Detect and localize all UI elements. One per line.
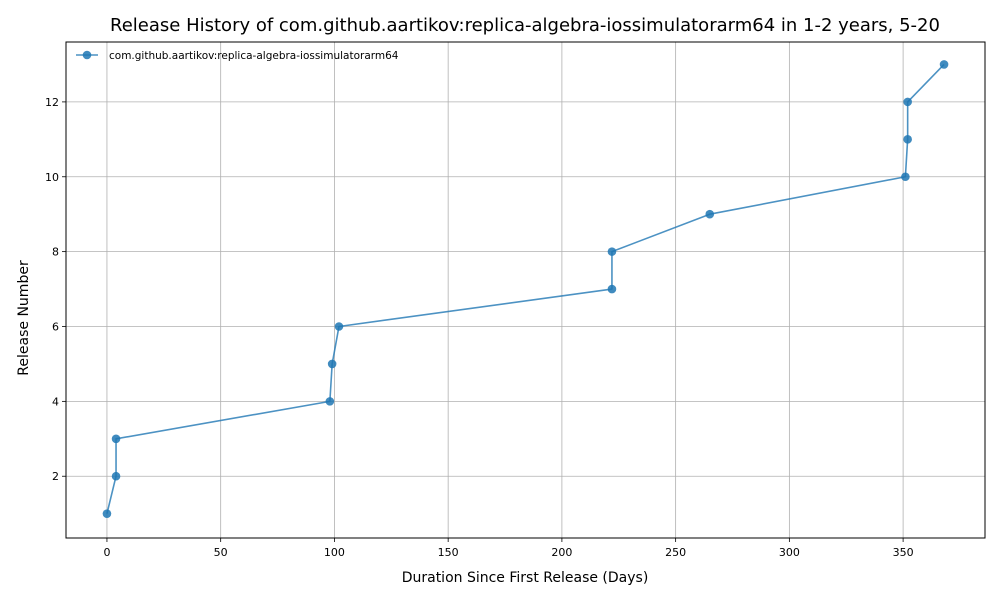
x-tick-label: 150	[438, 546, 459, 559]
x-tick-label: 250	[665, 546, 686, 559]
plot-area-frame	[65, 41, 986, 539]
data-point	[325, 397, 335, 406]
x-axis-label: Duration Since First Release (Days)	[402, 570, 649, 586]
y-tick-label: 12	[45, 96, 59, 109]
data-point	[607, 247, 617, 256]
x-axis-ticks: 0 50 100 150 200 250 300 350	[103, 538, 914, 559]
data-point	[327, 359, 337, 369]
grid-lines	[66, 42, 985, 538]
data-point	[111, 471, 121, 481]
data-point	[705, 209, 715, 219]
data-point	[102, 509, 112, 518]
data-point	[111, 434, 121, 444]
x-tick-label: 100	[324, 546, 345, 559]
y-axis-ticks: 2 4 6 8 10 12	[45, 96, 66, 483]
y-tick-label: 10	[45, 171, 59, 184]
x-tick-label: 50	[214, 546, 228, 559]
x-tick-label: 300	[779, 546, 800, 559]
data-point	[607, 284, 617, 294]
legend-marker-swatch	[82, 50, 92, 60]
data-point	[939, 60, 949, 69]
legend-series-label: com.github.aartikov:replica-algebra-ioss…	[109, 50, 399, 62]
y-axis-label: Release Number	[16, 260, 32, 376]
data-point	[901, 172, 910, 182]
data-point	[903, 97, 912, 107]
data-point	[334, 322, 344, 331]
data-point	[903, 135, 912, 144]
y-tick-label: 4	[52, 395, 59, 408]
x-tick-label: 200	[551, 546, 572, 559]
y-tick-label: 2	[52, 470, 59, 483]
series-layer	[102, 60, 949, 518]
chart-title: Release History of com.github.aartikov:r…	[110, 15, 940, 36]
x-tick-label: 350	[893, 546, 914, 559]
x-tick-label: 0	[103, 546, 110, 559]
legend: com.github.aartikov:replica-algebra-ioss…	[76, 50, 399, 62]
y-tick-label: 6	[52, 320, 59, 333]
y-tick-label: 8	[52, 246, 59, 259]
